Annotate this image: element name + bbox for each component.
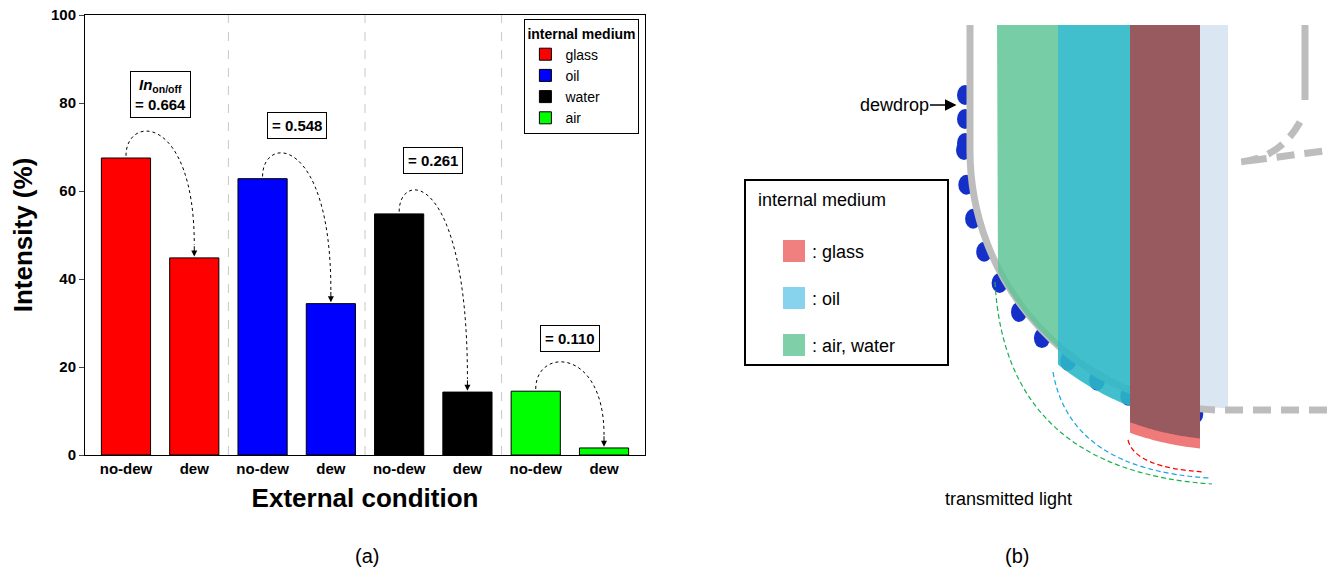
html-text:(b): (b) <box>1005 545 1030 567</box>
svg-text:External condition: External condition <box>252 483 479 513</box>
svg-text:80: 80 <box>59 94 76 111</box>
svg-text:dew: dew <box>180 460 210 477</box>
svg-text:dew: dew <box>589 460 619 477</box>
svg-text:= 0.110: = 0.110 <box>545 330 595 347</box>
svg-text:: air, water: : air, water <box>812 336 895 356</box>
svg-text:no-dew: no-dew <box>509 460 562 477</box>
svg-text:internal medium: internal medium <box>527 26 635 42</box>
svg-text:transmitted light: transmitted light <box>945 489 1072 509</box>
svg-text:20: 20 <box>59 358 76 375</box>
svg-text:no-dew: no-dew <box>373 460 426 477</box>
svg-text:no-dew: no-dew <box>236 460 289 477</box>
svg-text:0: 0 <box>68 446 76 463</box>
html-text:(a): (a) <box>355 545 380 567</box>
svg-text:= 0.261: = 0.261 <box>408 152 458 169</box>
svg-text:100: 100 <box>51 6 76 23</box>
svg-text:: oil: : oil <box>812 289 840 309</box>
svg-text:no-dew: no-dew <box>100 460 153 477</box>
svg-text:: glass: : glass <box>812 242 864 262</box>
svg-text:40: 40 <box>59 270 76 287</box>
svg-text:internal medium: internal medium <box>758 190 886 210</box>
svg-text:oil: oil <box>565 68 579 84</box>
svg-text:air: air <box>565 110 581 126</box>
svg-text:60: 60 <box>59 182 76 199</box>
svg-text:= 0.548: = 0.548 <box>272 117 322 134</box>
svg-text:water: water <box>564 89 600 105</box>
svg-text:glass: glass <box>565 47 598 63</box>
svg-text:Intensity (%): Intensity (%) <box>8 158 38 313</box>
svg-text:dewdrop: dewdrop <box>860 95 929 115</box>
svg-text:dew: dew <box>453 460 483 477</box>
svg-text:dew: dew <box>316 460 346 477</box>
svg-text:In​on/off​= 0.664: In​on/off​= 0.664 <box>135 76 186 113</box>
